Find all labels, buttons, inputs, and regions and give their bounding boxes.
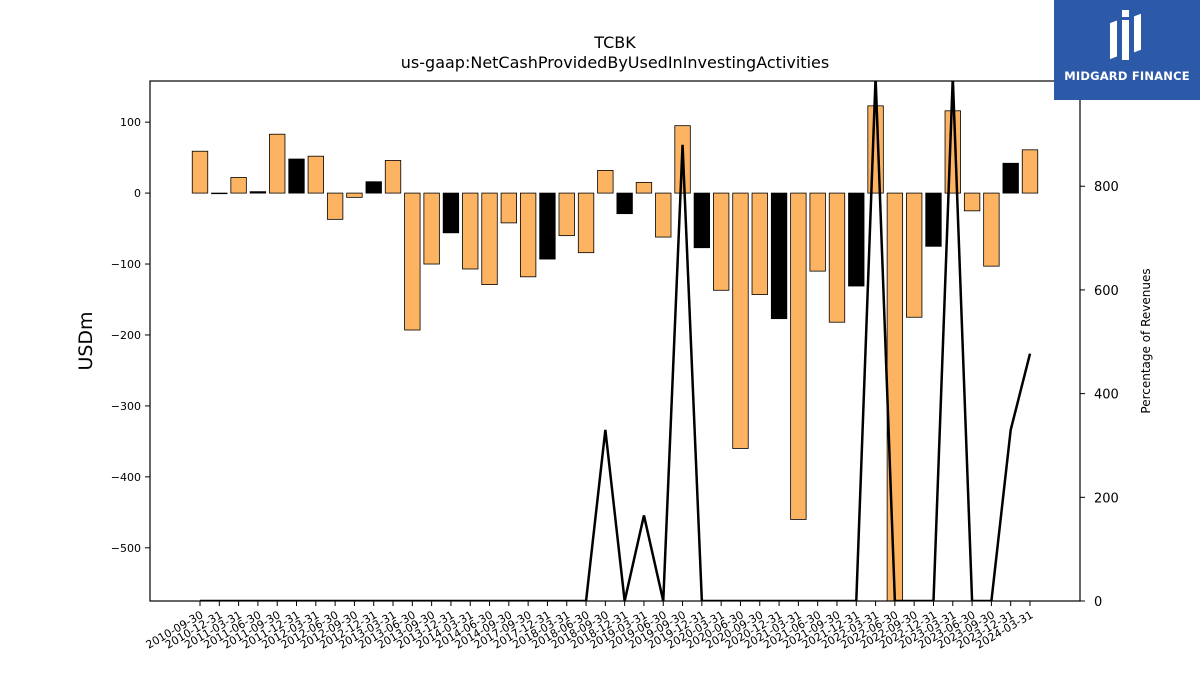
bar-2021-12-31 — [848, 192, 865, 287]
bar-2019-06-30 — [655, 192, 672, 238]
bar-2018-09-30 — [597, 169, 614, 194]
bar-2018-12-31 — [616, 192, 633, 215]
revenue-percentage-line — [200, 81, 1032, 601]
bar-2011-03-31 — [230, 177, 247, 194]
y2-tick-label: 800 — [1094, 180, 1119, 195]
midgard-finance-logo: MIDGARD FINANCE — [1054, 0, 1200, 100]
bar-2011-09-30 — [269, 133, 286, 194]
bar-2013-03-31 — [384, 160, 402, 194]
bar-2011-12-31 — [288, 158, 305, 194]
bar-2011-06-30 — [249, 191, 267, 194]
logo-text: MIDGARD FINANCE — [1064, 69, 1190, 83]
bar-2012-09-30 — [346, 192, 363, 198]
bar-2023-06-30 — [963, 192, 981, 212]
axes: 1000−100−200−300−400−5000200400600800201… — [111, 80, 1119, 652]
bars — [191, 105, 1039, 602]
revenue-line — [200, 81, 1032, 601]
bar-2023-03-31 — [944, 110, 961, 194]
bar-2013-09-30 — [423, 192, 440, 265]
bar-2012-12-31 — [365, 181, 382, 194]
chart-title: TCBK — [593, 33, 636, 52]
bar-2020-09-30 — [751, 192, 768, 295]
bar-2012-03-31 — [307, 155, 324, 194]
bar-2024-03-31 — [1021, 149, 1039, 194]
bar-2014-09-30 — [500, 192, 517, 224]
bar-2010-09-30 — [191, 150, 209, 194]
bar-2019-03-31 — [635, 182, 653, 194]
y-tick-label: −300 — [111, 400, 141, 413]
bar-2014-06-30 — [481, 192, 498, 285]
y2-tick-label: 0 — [1094, 595, 1102, 610]
chart-subtitle: us-gaap:NetCashProvidedByUsedInInvesting… — [401, 53, 829, 72]
bar-2010-12-31 — [211, 192, 228, 195]
y-tick-label: 0 — [134, 187, 141, 200]
y-axis-label: USDm — [75, 311, 97, 370]
bar-2022-09-30 — [906, 192, 923, 318]
bar-2017-09-30 — [519, 192, 537, 278]
y-tick-label: −200 — [111, 329, 141, 342]
bar-2014-03-31 — [462, 192, 479, 270]
y-tick-label: 100 — [120, 116, 141, 129]
y-tick-label: −500 — [111, 542, 141, 555]
bar-2019-12-31 — [693, 192, 711, 249]
logo-mark-icon — [1110, 10, 1141, 60]
bar-2020-12-31 — [770, 192, 788, 320]
y-tick-label: −400 — [111, 471, 141, 484]
bar-2022-03-31 — [867, 105, 884, 194]
y2-tick-label: 200 — [1094, 491, 1119, 506]
bar-2023-09-30 — [983, 192, 1000, 267]
bar-2018-06-30 — [577, 192, 595, 254]
y2-tick-label: 400 — [1094, 388, 1119, 403]
bar-2012-06-30 — [326, 192, 344, 220]
bar-2013-12-31 — [442, 192, 460, 234]
bar-2013-06-30 — [404, 192, 421, 331]
bar-2023-12-31 — [1002, 162, 1019, 194]
bar-2022-12-31 — [925, 192, 942, 247]
bar-2020-03-31 — [713, 192, 730, 291]
bar-2018-03-31 — [558, 192, 575, 237]
bar-2021-09-30 — [828, 192, 846, 323]
y-tick-label: −100 — [111, 258, 141, 271]
y2-tick-label: 600 — [1094, 284, 1119, 299]
bar-2021-06-30 — [809, 192, 826, 272]
bar-2020-06-30 — [732, 192, 749, 449]
bar-2021-03-31 — [790, 192, 807, 520]
y2-axis-label: Percentage of Revenues — [1139, 268, 1153, 413]
bar-2022-06-30 — [886, 192, 904, 602]
bar-2017-12-31 — [539, 192, 556, 260]
plot-frame — [149, 80, 1081, 602]
